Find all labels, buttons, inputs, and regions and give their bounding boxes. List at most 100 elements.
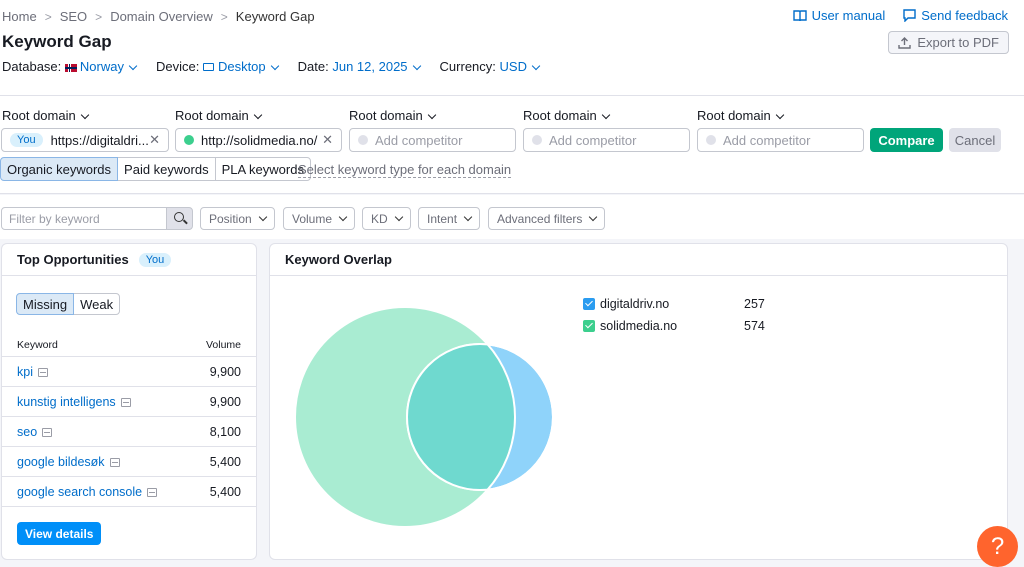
cancel-button[interactable]: Cancel (949, 128, 1001, 152)
export-pdf-button[interactable]: Export to PDF (888, 31, 1009, 54)
domain-color-dot (184, 135, 194, 145)
breadcrumb-current: Keyword Gap (235, 9, 315, 24)
clear-icon[interactable]: ✕ (149, 132, 160, 147)
table-row: google search console 5,400 (2, 477, 256, 507)
checkbox-icon[interactable] (583, 298, 595, 310)
weak-tab[interactable]: Weak (73, 293, 121, 315)
date-setting: Date: Jun 12, 2025 (298, 59, 421, 74)
clear-icon[interactable]: ✕ (322, 132, 333, 147)
root-domain-dropdown[interactable]: Root domain (349, 108, 436, 123)
root-domain-dropdown[interactable]: Root domain (2, 108, 89, 123)
serp-icon[interactable] (109, 457, 120, 467)
keyword-link[interactable]: kpi (17, 365, 48, 379)
keyword-filter-input[interactable]: Filter by keyword (1, 207, 167, 230)
pla-keywords-tab[interactable]: PLA keywords (214, 157, 311, 181)
domain-color-dot (358, 135, 368, 145)
chevron-down-icon (601, 110, 610, 120)
keyword-link[interactable]: google search console (17, 485, 158, 499)
chevron-down-icon (270, 61, 279, 71)
breadcrumb-seo[interactable]: SEO (59, 9, 88, 24)
advanced-filters[interactable]: Advanced filters (488, 207, 606, 230)
serp-icon[interactable] (147, 487, 158, 497)
date-dropdown[interactable]: Jun 12, 2025 (332, 59, 421, 74)
competitor-domain-input[interactable]: http://solidmedia.no/ ✕ (175, 128, 342, 152)
search-icon[interactable] (166, 207, 193, 230)
position-filter[interactable]: Position (200, 207, 275, 230)
your-domain-input[interactable]: You https://digitaldri... ✕ (1, 128, 169, 152)
chevron-down-icon (531, 61, 541, 71)
table-row: seo 8,100 (2, 417, 256, 447)
send-feedback-link[interactable]: Send feedback (903, 8, 1008, 23)
root-domain-dropdown[interactable]: Root domain (697, 108, 784, 123)
legend-item[interactable]: digitaldriv.no 257 (583, 293, 765, 315)
opportunity-toggle: Missing Weak (16, 293, 121, 315)
table-row: kpi 9,900 (2, 357, 256, 387)
venn-diagram (294, 306, 554, 528)
volume-filter[interactable]: Volume (283, 207, 356, 230)
chevron-down-icon (394, 212, 403, 221)
serp-icon[interactable] (120, 397, 131, 407)
keyword-overlap-panel: Keyword Overlap digitaldriv.no 257 solid… (269, 243, 1008, 560)
book-icon (792, 9, 807, 21)
add-competitor-input[interactable]: Add competitor (697, 128, 864, 152)
top-opportunities-panel: Top Opportunities You Missing Weak Keywo… (1, 243, 257, 560)
overlap-legend: digitaldriv.no 257 solidmedia.no 574 (583, 293, 765, 337)
breadcrumb-separator: > (95, 9, 103, 24)
legend-item[interactable]: solidmedia.no 574 (583, 315, 765, 337)
keyword-link[interactable]: kunstig intelligens (17, 395, 131, 409)
intent-filter[interactable]: Intent (418, 207, 481, 230)
breadcrumb-separator: > (44, 9, 52, 24)
domain-color-dot (706, 135, 716, 145)
breadcrumb-domain-overview[interactable]: Domain Overview (110, 9, 213, 24)
panel-header: Top Opportunities You (2, 244, 256, 276)
table-header: Keyword Volume (2, 333, 256, 357)
upload-icon (898, 37, 912, 49)
database-dropdown[interactable]: Norway (64, 59, 138, 74)
breadcrumb-home[interactable]: Home (2, 9, 37, 24)
chevron-down-icon (128, 61, 138, 71)
serp-icon[interactable] (42, 427, 53, 437)
filter-bar: Filter by keyword Position Volume KD Int… (0, 195, 1024, 239)
chevron-down-icon (427, 110, 436, 120)
top-links: User manual Send feedback (792, 8, 1008, 23)
keyword-link[interactable]: seo (17, 425, 53, 439)
currency-dropdown[interactable]: USD (500, 59, 541, 74)
header-band: Home > SEO > Domain Overview > Keyword G… (0, 0, 1024, 96)
norway-flag-icon (64, 63, 77, 72)
user-manual-link[interactable]: User manual (792, 8, 885, 23)
chevron-down-icon (338, 212, 348, 221)
table-row: kunstig intelligens 9,900 (2, 387, 256, 417)
you-badge: You (138, 252, 172, 267)
domain-inputs-section: Root domain Root domain Root domain Root… (0, 96, 1024, 194)
compare-button[interactable]: Compare (870, 128, 943, 152)
page-title: Keyword Gap (2, 32, 112, 51)
device-dropdown[interactable]: Desktop (202, 59, 279, 74)
keyword-type-selector: Organic keywords Paid keywords PLA keywo… (0, 157, 311, 181)
report-settings: Database: Norway Device: Desktop Date: J… (2, 59, 541, 74)
add-competitor-input[interactable]: Add competitor (349, 128, 516, 152)
kd-filter[interactable]: KD (362, 207, 411, 230)
chevron-down-icon (589, 212, 598, 221)
serp-icon[interactable] (37, 367, 48, 377)
overlap-region (407, 344, 515, 490)
breadcrumb-separator: > (220, 9, 228, 24)
table-row: google bildesøk 5,400 (2, 447, 256, 477)
organic-keywords-tab[interactable]: Organic keywords (0, 157, 119, 181)
you-badge: You (10, 133, 43, 147)
keyword-link[interactable]: google bildesøk (17, 455, 120, 469)
paid-keywords-tab[interactable]: Paid keywords (117, 157, 216, 181)
breadcrumb: Home > SEO > Domain Overview > Keyword G… (2, 9, 315, 24)
help-button[interactable]: ? (977, 526, 1018, 567)
currency-setting: Currency: USD (440, 59, 541, 74)
root-domain-dropdown[interactable]: Root domain (523, 108, 610, 123)
checkbox-icon[interactable] (583, 320, 595, 332)
missing-tab[interactable]: Missing (16, 293, 75, 315)
keyword-type-hint[interactable]: Select keyword type for each domain (298, 162, 512, 178)
desktop-icon (202, 62, 214, 71)
speech-bubble-icon (903, 9, 916, 22)
add-competitor-input[interactable]: Add competitor (523, 128, 690, 152)
root-domain-dropdown[interactable]: Root domain (175, 108, 262, 123)
view-details-button[interactable]: View details (17, 522, 102, 545)
chevron-down-icon (258, 212, 267, 221)
chevron-down-icon (463, 212, 473, 221)
